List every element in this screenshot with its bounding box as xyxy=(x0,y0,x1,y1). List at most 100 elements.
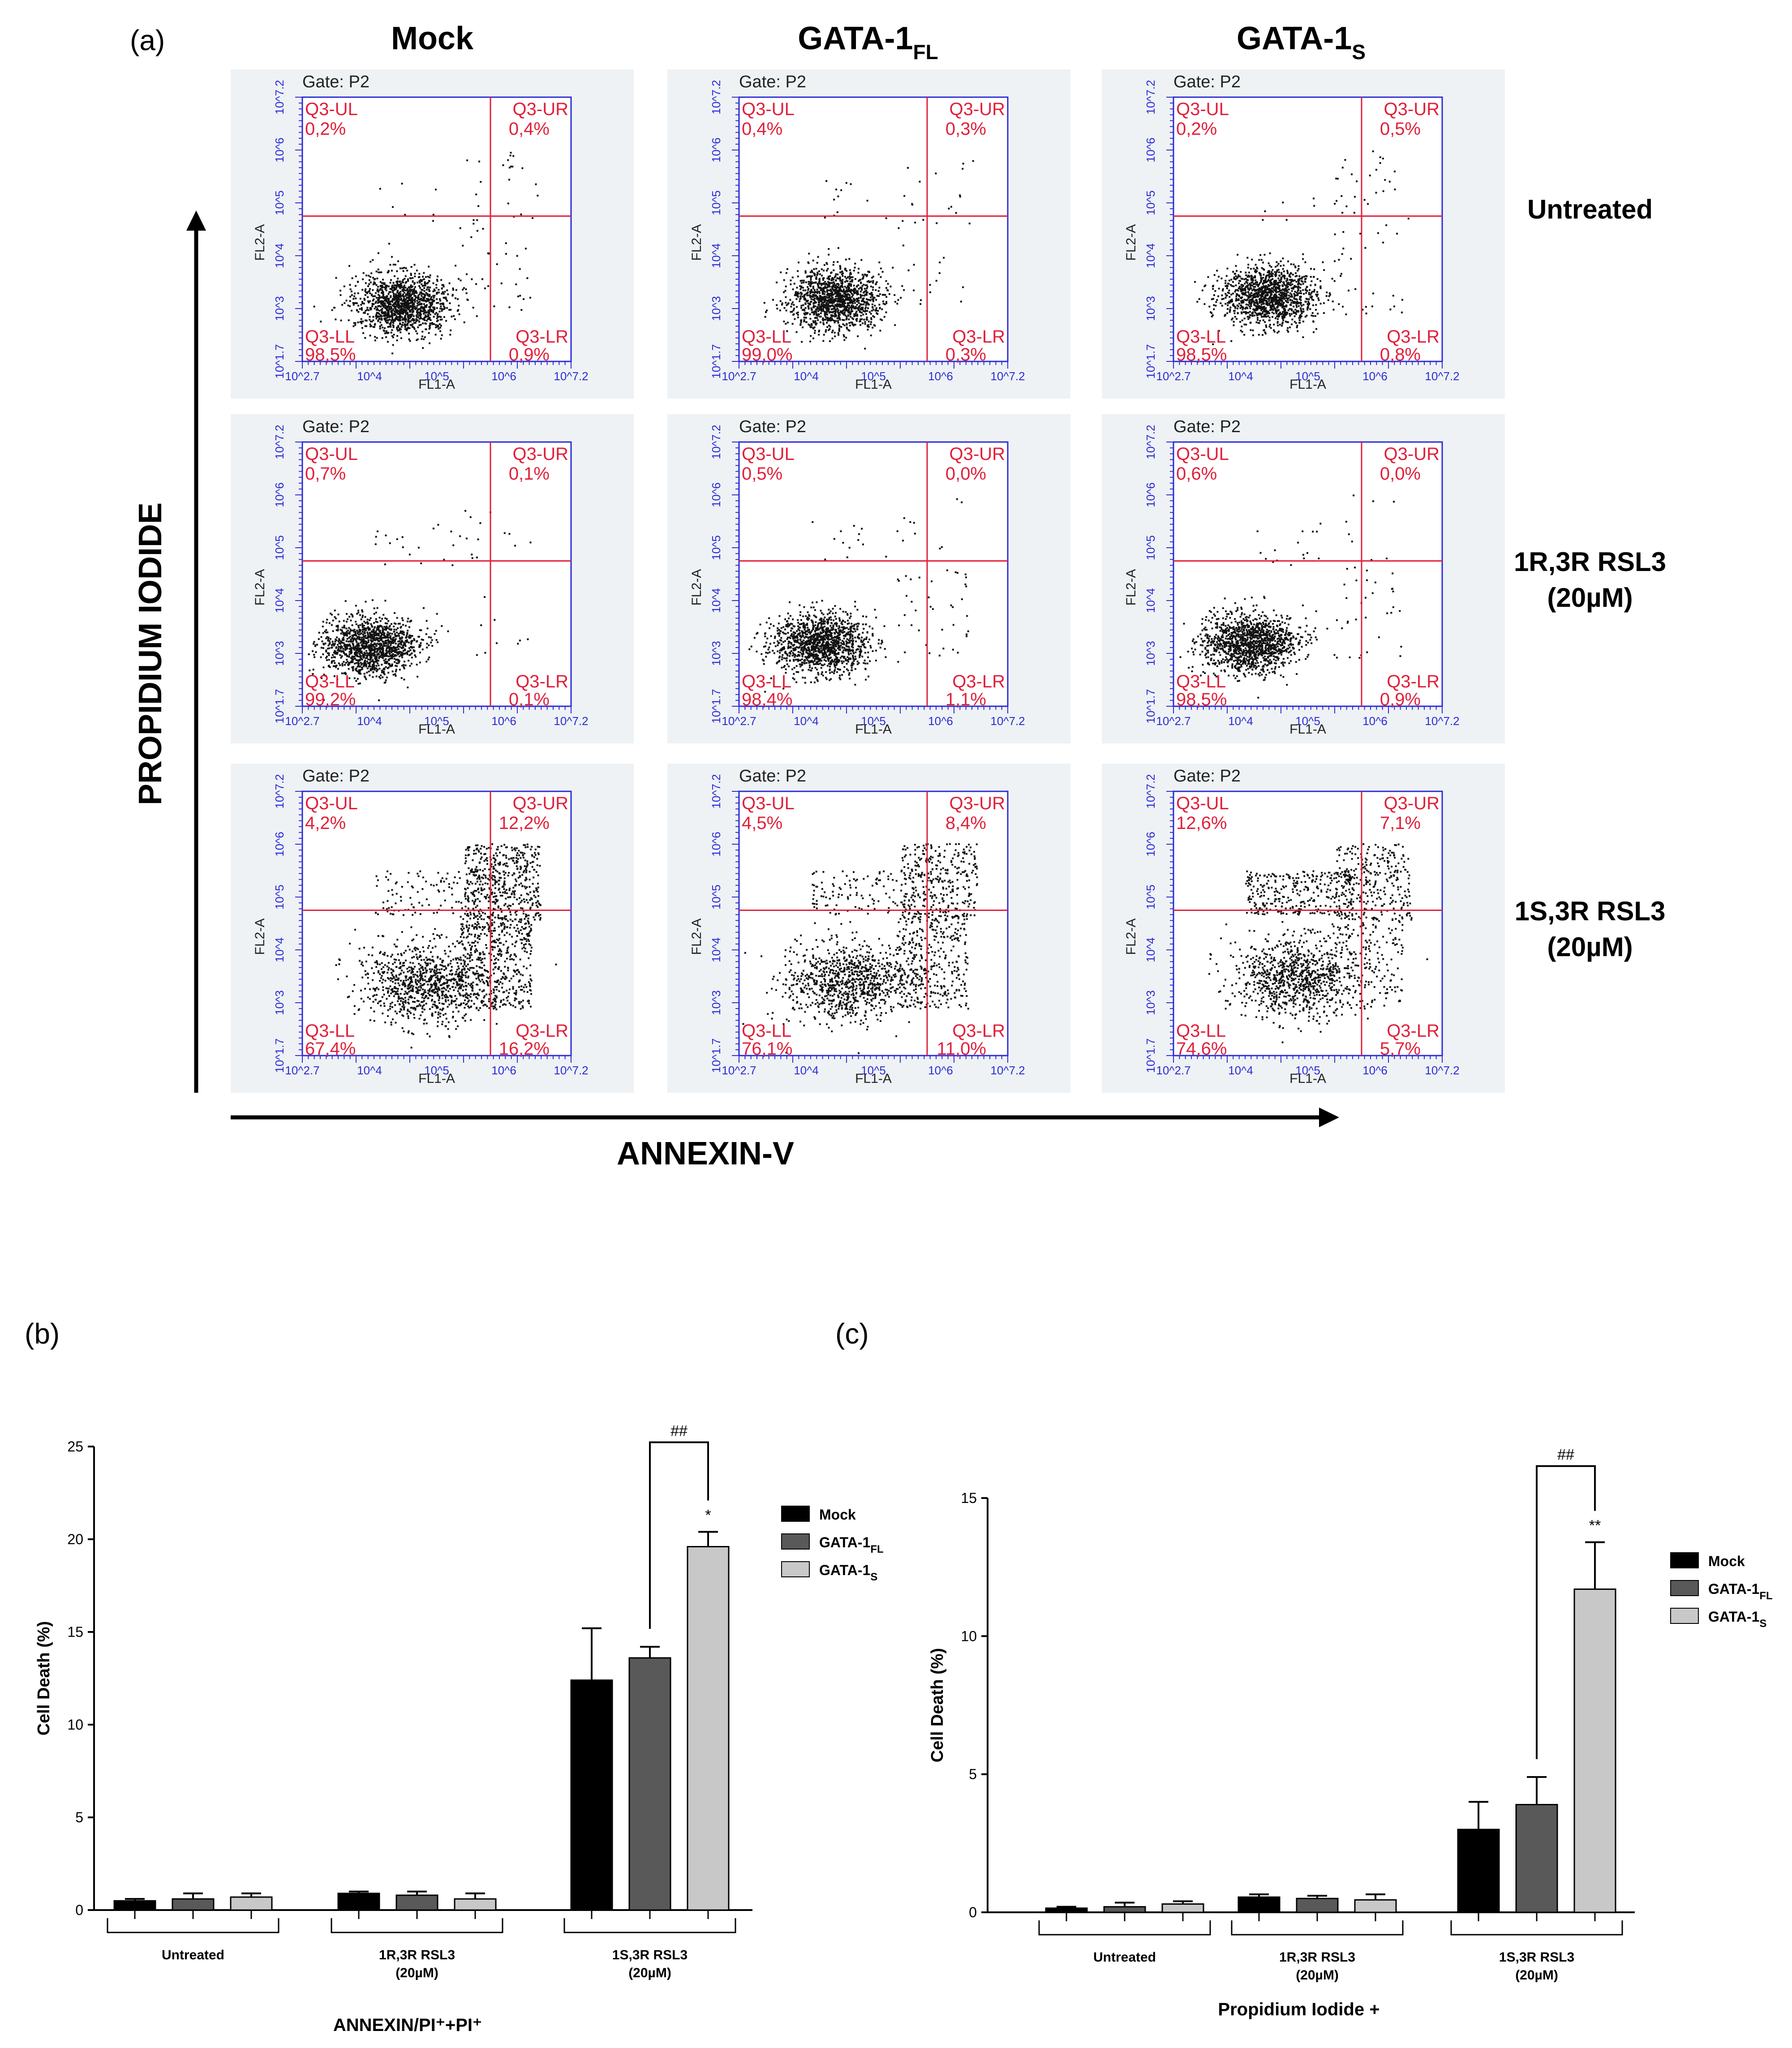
event-dot xyxy=(377,312,379,314)
event-dot xyxy=(428,266,430,268)
event-dot xyxy=(397,292,400,295)
event-dot xyxy=(386,307,388,309)
event-dot xyxy=(844,268,847,270)
event-dot xyxy=(426,320,428,322)
event-dot xyxy=(1262,277,1264,279)
event-dot xyxy=(1244,289,1246,291)
event-dot xyxy=(1246,282,1248,284)
event-dot xyxy=(840,301,842,303)
event-dot xyxy=(406,312,408,313)
event-dot xyxy=(843,335,845,338)
event-dot xyxy=(440,316,442,318)
x-axis-arrowhead xyxy=(1319,1108,1339,1127)
event-dot xyxy=(1283,298,1285,300)
event-dot xyxy=(314,645,316,647)
x-tick-label: 10^7.2 xyxy=(990,369,1025,383)
event-dot xyxy=(1326,291,1328,293)
event-dot xyxy=(821,296,824,299)
event-dot xyxy=(1276,331,1279,334)
event-dot xyxy=(359,614,361,616)
event-dot xyxy=(396,328,398,330)
event-dot xyxy=(376,296,378,299)
event-dot xyxy=(814,317,816,319)
event-dot xyxy=(511,166,514,167)
event-dot xyxy=(853,299,855,301)
event-dot xyxy=(1284,310,1286,313)
event-dot xyxy=(404,301,406,303)
event-dot xyxy=(378,295,381,297)
event-dot xyxy=(356,662,357,664)
event-dot xyxy=(381,310,383,312)
event-dot xyxy=(418,644,421,646)
event-dot xyxy=(841,284,843,287)
event-dot xyxy=(1286,321,1288,323)
event-dot xyxy=(1253,294,1255,296)
event-dot xyxy=(378,291,380,293)
event-dot xyxy=(1300,283,1302,286)
event-dot xyxy=(426,287,429,289)
event-dot xyxy=(416,339,418,341)
event-dot xyxy=(401,640,403,642)
event-dot xyxy=(871,277,873,279)
event-dot xyxy=(406,270,408,272)
event-dot xyxy=(365,657,367,659)
event-dot xyxy=(1296,292,1298,294)
event-dot xyxy=(459,227,461,229)
event-dot xyxy=(1297,292,1299,294)
event-dot xyxy=(343,639,345,641)
event-dot xyxy=(436,302,438,304)
event-dot xyxy=(803,312,805,314)
event-dot xyxy=(1258,322,1260,324)
event-dot xyxy=(361,322,363,324)
event-dot xyxy=(808,288,810,290)
event-dot xyxy=(822,283,824,285)
event-dot xyxy=(440,325,442,327)
event-dot xyxy=(825,313,827,316)
event-dot xyxy=(807,312,809,314)
event-dot xyxy=(838,334,840,336)
event-dot xyxy=(421,280,423,282)
event-dot xyxy=(1280,260,1282,262)
event-dot xyxy=(883,294,885,296)
event-dot xyxy=(1228,292,1230,294)
event-dot xyxy=(382,312,384,314)
event-dot xyxy=(804,307,807,309)
event-dot xyxy=(392,326,395,328)
event-dot xyxy=(1310,292,1312,294)
event-dot xyxy=(1293,263,1295,266)
event-dot xyxy=(386,322,388,324)
event-dot xyxy=(808,294,810,296)
event-dot xyxy=(1265,316,1268,318)
event-dot xyxy=(1275,302,1277,304)
event-dot xyxy=(423,307,425,309)
event-dot xyxy=(401,267,404,270)
event-dot xyxy=(430,305,433,307)
event-dot xyxy=(1240,305,1242,306)
event-dot xyxy=(1279,290,1281,292)
event-dot xyxy=(385,284,387,287)
event-dot xyxy=(408,302,410,304)
event-dot xyxy=(408,294,410,296)
event-dot xyxy=(462,288,464,291)
row-label-1s3r-rsl3: 1S,3R RSL3 xyxy=(1515,896,1666,926)
event-dot xyxy=(815,291,816,293)
event-dot xyxy=(867,270,869,273)
event-dot xyxy=(1250,303,1252,305)
event-dot xyxy=(436,613,438,615)
event-dot xyxy=(874,305,876,307)
event-dot xyxy=(359,308,361,310)
event-dot xyxy=(443,285,445,288)
quadrant-ul-value: 0,2% xyxy=(305,119,346,139)
event-dot xyxy=(439,326,441,329)
event-dot xyxy=(839,305,842,307)
event-dot xyxy=(412,285,413,288)
event-dot xyxy=(821,318,824,320)
event-dot xyxy=(859,305,861,307)
event-dot xyxy=(1295,272,1297,274)
event-dot xyxy=(894,324,896,326)
event-dot xyxy=(1261,308,1263,310)
event-dot xyxy=(360,640,362,643)
event-dot xyxy=(808,323,810,326)
event-dot xyxy=(1250,285,1252,287)
event-dot xyxy=(399,311,401,313)
